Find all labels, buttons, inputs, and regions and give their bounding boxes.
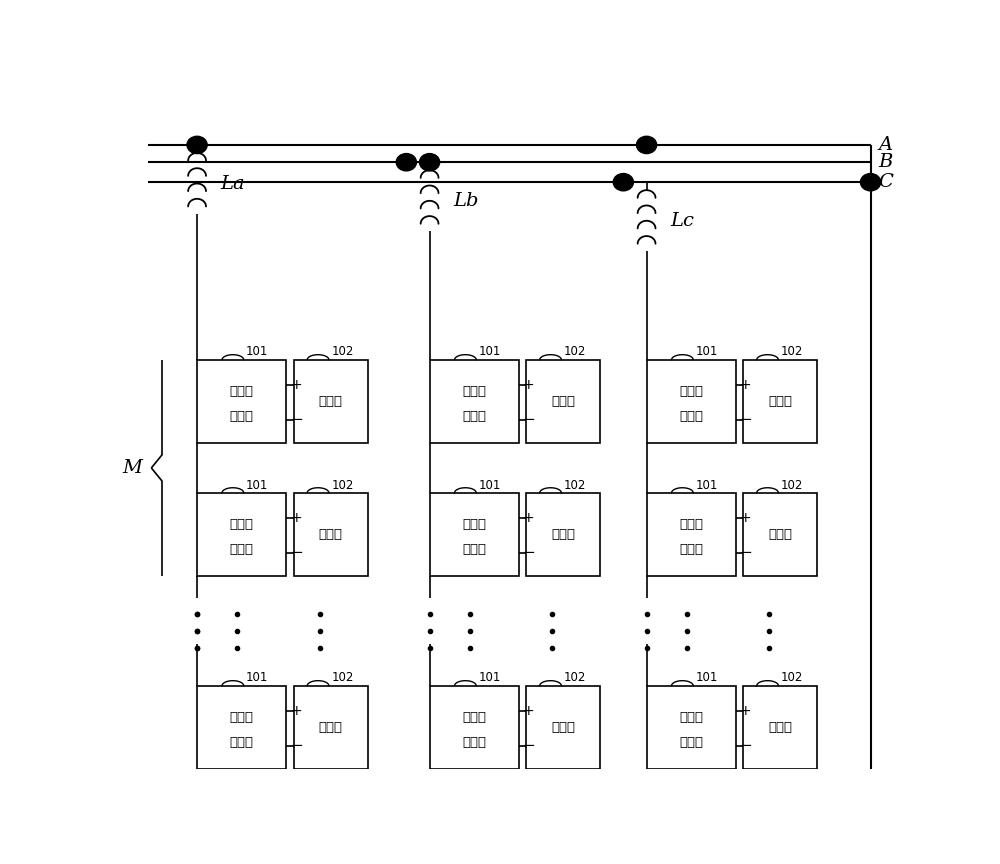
Text: 电池柜: 电池柜 — [768, 395, 792, 408]
Text: A: A — [878, 136, 892, 154]
Bar — [197, 686, 286, 769]
Text: 换电路: 换电路 — [230, 410, 254, 422]
Text: 101: 101 — [696, 671, 718, 684]
Text: +: + — [523, 704, 534, 718]
Text: 换电路: 换电路 — [679, 543, 703, 556]
Text: 换电路: 换电路 — [462, 736, 486, 749]
Text: 换电路: 换电路 — [230, 543, 254, 556]
Bar — [197, 492, 286, 576]
Text: 102: 102 — [331, 346, 354, 359]
Text: −: − — [290, 738, 303, 753]
Bar — [526, 359, 600, 443]
Text: B: B — [878, 153, 893, 171]
Circle shape — [187, 137, 207, 154]
Text: 功率变: 功率变 — [230, 518, 254, 531]
Text: 电池柜: 电池柜 — [768, 721, 792, 734]
Text: +: + — [290, 704, 302, 718]
Text: −: − — [740, 545, 752, 560]
Text: 电池柜: 电池柜 — [551, 528, 575, 541]
Circle shape — [396, 154, 416, 171]
Bar — [743, 686, 817, 769]
Text: −: − — [290, 412, 303, 427]
Text: 电池柜: 电池柜 — [319, 721, 343, 734]
Text: 功率变: 功率变 — [679, 711, 703, 724]
Text: 换电路: 换电路 — [679, 410, 703, 422]
Text: 102: 102 — [564, 346, 586, 359]
Circle shape — [637, 137, 657, 154]
Text: 101: 101 — [246, 346, 268, 359]
Bar — [647, 492, 736, 576]
Bar — [526, 686, 600, 769]
Text: 功率变: 功率变 — [679, 518, 703, 531]
Text: 102: 102 — [781, 479, 803, 492]
Text: 101: 101 — [246, 671, 268, 684]
Text: +: + — [523, 511, 534, 524]
Text: +: + — [290, 511, 302, 524]
Text: 101: 101 — [696, 346, 718, 359]
Text: La: La — [220, 175, 245, 193]
Bar — [743, 492, 817, 576]
Text: −: − — [523, 545, 535, 560]
Text: 101: 101 — [696, 479, 718, 492]
Circle shape — [420, 154, 440, 171]
Text: 电池柜: 电池柜 — [551, 721, 575, 734]
Text: +: + — [740, 378, 751, 391]
Circle shape — [860, 174, 881, 191]
Text: −: − — [290, 545, 303, 560]
Bar — [294, 359, 368, 443]
Text: 功率变: 功率变 — [230, 711, 254, 724]
Text: −: − — [523, 412, 535, 427]
Text: 功率变: 功率变 — [462, 385, 486, 398]
Text: 功率变: 功率变 — [462, 711, 486, 724]
Text: 101: 101 — [479, 346, 501, 359]
Text: 102: 102 — [564, 479, 586, 492]
Text: 换电路: 换电路 — [462, 410, 486, 422]
Text: −: − — [523, 738, 535, 753]
Bar — [647, 686, 736, 769]
Bar — [526, 492, 600, 576]
Text: 换电路: 换电路 — [679, 736, 703, 749]
Bar — [294, 492, 368, 576]
Text: 电池柜: 电池柜 — [768, 528, 792, 541]
Text: 102: 102 — [331, 671, 354, 684]
Text: 功率变: 功率变 — [679, 385, 703, 398]
Circle shape — [613, 174, 633, 191]
Text: 102: 102 — [781, 346, 803, 359]
Text: 功率变: 功率变 — [462, 518, 486, 531]
Text: +: + — [523, 378, 534, 391]
Text: Lc: Lc — [670, 212, 694, 230]
Text: 101: 101 — [246, 479, 268, 492]
Text: +: + — [740, 511, 751, 524]
Text: 电池柜: 电池柜 — [551, 395, 575, 408]
Text: −: − — [740, 738, 752, 753]
Text: 101: 101 — [479, 479, 501, 492]
Text: 102: 102 — [331, 479, 354, 492]
Bar — [430, 686, 519, 769]
Text: +: + — [740, 704, 751, 718]
Bar — [647, 359, 736, 443]
Text: 换电路: 换电路 — [230, 736, 254, 749]
Text: 功率变: 功率变 — [230, 385, 254, 398]
Text: 电池柜: 电池柜 — [319, 395, 343, 408]
Bar — [430, 359, 519, 443]
Text: 102: 102 — [781, 671, 803, 684]
Text: C: C — [878, 173, 893, 191]
Text: 电池柜: 电池柜 — [319, 528, 343, 541]
Text: 换电路: 换电路 — [462, 543, 486, 556]
Text: Lb: Lb — [453, 192, 478, 210]
Text: 102: 102 — [564, 671, 586, 684]
Text: M: M — [122, 459, 142, 477]
Text: 101: 101 — [479, 671, 501, 684]
Bar — [430, 492, 519, 576]
Text: +: + — [290, 378, 302, 391]
Bar — [743, 359, 817, 443]
Text: −: − — [740, 412, 752, 427]
Bar — [197, 359, 286, 443]
Bar — [294, 686, 368, 769]
